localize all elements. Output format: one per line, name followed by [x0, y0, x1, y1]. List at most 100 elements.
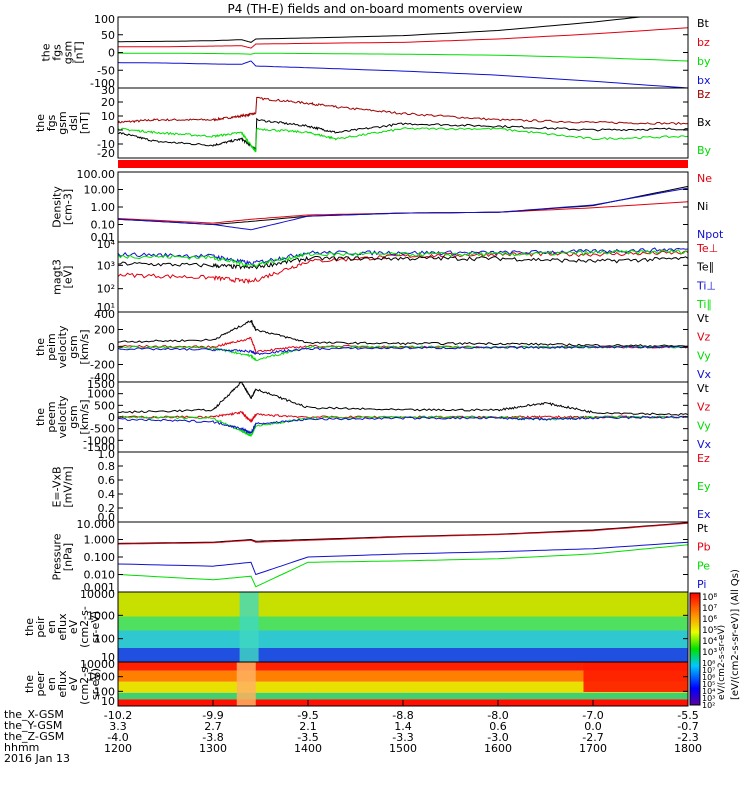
ytick-label: 100 [94, 685, 115, 698]
ytick-label: 10 [101, 651, 115, 664]
ytick-label: 30 [101, 84, 115, 97]
ylabel-line: E=-VxB [51, 466, 64, 507]
ylabel-line: [nT] [78, 112, 91, 134]
ytick-label: 1000 [87, 609, 115, 622]
series-line-by [118, 52, 689, 62]
footer-hhmm-label: hhmm [4, 741, 40, 754]
ytick-label: 1000 [87, 388, 115, 401]
ion-spectrogram-fill [118, 592, 688, 662]
ytick-label: 50 [101, 29, 115, 42]
ylabel-line: Pressure [51, 533, 64, 580]
legend-pb: Pb [697, 541, 711, 554]
series-line-bz [118, 27, 689, 49]
ytick-label: -100 [90, 77, 115, 90]
footer: the_X-GSM the_Y-GSM the_Z-GSM hhmm 2016 … [4, 709, 70, 764]
ytick-label: 10² [97, 283, 115, 296]
legend-te∥: Te∥ [696, 261, 714, 274]
ylabel-line: eV [67, 619, 80, 634]
panel-frame-fgs_dsl [117, 87, 689, 159]
ytick-label: 100 [94, 13, 115, 26]
legend-bx: Bx [697, 116, 712, 129]
series-line-vz [117, 336, 689, 353]
ytick-label: 0.10 [91, 219, 116, 232]
ytick-label: 100 [94, 633, 115, 646]
xtick-label: -2.3 [677, 731, 698, 744]
ytick-label: -10 [97, 138, 115, 151]
colorbar [689, 592, 701, 706]
colorbar-tick-label: 10³ [702, 694, 715, 703]
series-line-bx [117, 60, 689, 89]
ytick-label: 0.01 [91, 231, 116, 244]
colorbar-tick-label: 10³ [702, 648, 717, 658]
spectrogram-band [118, 616, 688, 631]
ylabel-line: fgs [45, 114, 58, 131]
ylabel-efield: E=-VxB[mV/m] [51, 466, 75, 507]
ytick-label: 10000 [80, 588, 115, 601]
legend-by: by [697, 55, 711, 68]
xtick-label: -3.5 [297, 731, 318, 744]
xtick-label: -0.7 [677, 720, 698, 733]
ytick-label: -1500 [83, 441, 115, 454]
ylabel-line: eflux [56, 613, 69, 641]
ytick-label: 1.0 [98, 448, 116, 461]
series-line-te⊥ [117, 250, 689, 285]
status-bar [118, 160, 688, 168]
ylabel-line: gsm [67, 405, 80, 428]
ytick-label: -20 [97, 147, 115, 160]
legend-ti⊥: Ti⊥ [696, 279, 716, 292]
xtick-label: -8.8 [392, 709, 413, 722]
electron-spectrogram-feature [236, 662, 256, 706]
ion-spectrogram-feature [239, 592, 259, 662]
ylabel-line: [nPa] [62, 543, 75, 571]
ylabel-line: the [34, 338, 47, 356]
colorbar-tick-label: 10² [702, 701, 715, 710]
ylabel-line: Density [51, 186, 64, 228]
ylabel-line: the [34, 408, 47, 426]
legend-ex: Ex [697, 508, 711, 521]
ylabel-line: the [34, 114, 47, 132]
ytick-label: 0.0 [98, 511, 116, 524]
colorbar-tick-label: 10⁸ [702, 593, 717, 603]
ylabel-line: velocity [56, 395, 69, 438]
xtick-label: 1300 [199, 742, 227, 755]
ylabel-line: eflux [56, 670, 69, 698]
legend-by: By [697, 144, 712, 157]
series-line-npot [117, 187, 689, 231]
ylabel-density: Density[cm-3] [51, 186, 75, 228]
ytick-label: 1000 [87, 671, 115, 684]
legend-vz: Vz [697, 401, 711, 414]
series-line-vt [117, 381, 689, 416]
legend-vy: Vy [697, 349, 711, 362]
ytick-label: -500 [90, 423, 115, 436]
xtick-label: 1400 [294, 742, 322, 755]
series-line-pt [117, 522, 689, 544]
spectrogram-band [118, 648, 688, 662]
xtick-label: -9.9 [202, 709, 223, 722]
xtick-label: 1700 [579, 742, 607, 755]
legend-vy: Vy [697, 419, 711, 432]
xtick-label: -3.8 [202, 731, 223, 744]
ylabel-line: gsm [62, 41, 75, 64]
ytick-label: 400 [94, 308, 115, 321]
legend-bx: bx [697, 74, 711, 87]
ylabel-line: (cm2-s- [78, 663, 91, 705]
series-line-bt [118, 16, 688, 43]
footer-date: 2016 Jan 13 [4, 752, 70, 765]
xtick-label: -5.5 [677, 709, 698, 722]
ytick-label: 0.6 [98, 474, 116, 487]
ylabel-pressure: Pressure[nPa] [51, 533, 75, 580]
series-line-ne [117, 201, 689, 224]
legend-vz: Vz [697, 331, 711, 344]
ylabel-line: fgs [51, 44, 64, 61]
series-line-te∥ [118, 255, 689, 270]
ytick-label: 1.000 [84, 534, 116, 547]
ylabel-line: dsl [67, 115, 80, 131]
ytick-label: 500 [94, 399, 115, 412]
footer-zgsm-label: the_Z-GSM [4, 730, 65, 743]
ytick-label: -200 [90, 359, 115, 372]
ytick-label: 0 [108, 411, 115, 424]
ylabel-line: [km/s] [78, 329, 91, 364]
xtick-label: -9.5 [297, 709, 318, 722]
